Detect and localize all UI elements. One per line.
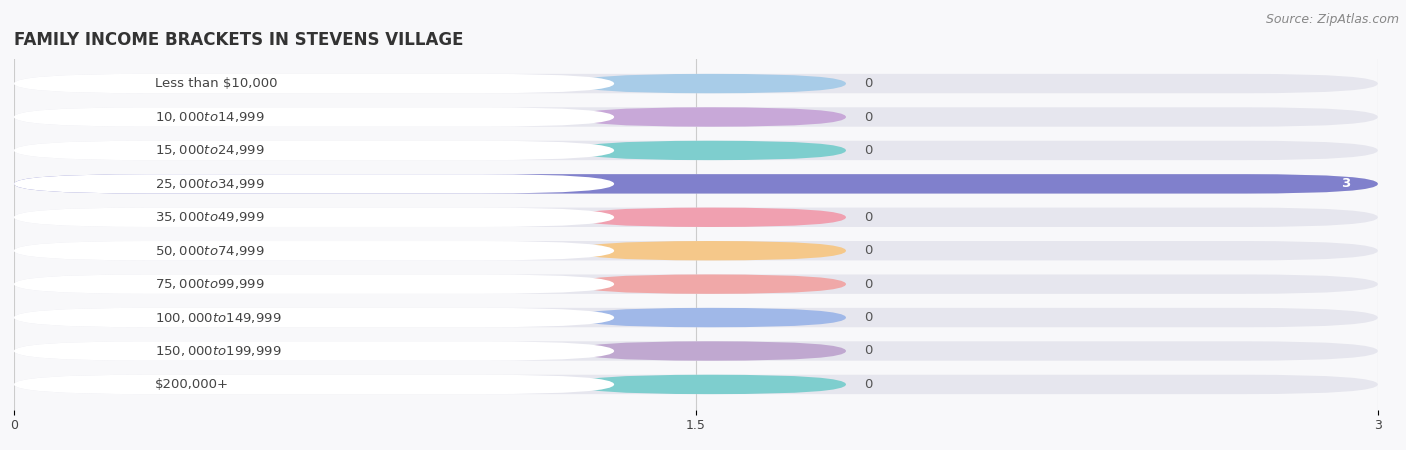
Text: 3: 3 <box>1341 177 1351 190</box>
FancyBboxPatch shape <box>14 375 1378 394</box>
Text: $75,000 to $99,999: $75,000 to $99,999 <box>155 277 264 291</box>
Text: 0: 0 <box>865 378 873 391</box>
FancyBboxPatch shape <box>14 341 1378 361</box>
FancyBboxPatch shape <box>575 74 846 93</box>
FancyBboxPatch shape <box>575 241 846 261</box>
FancyBboxPatch shape <box>14 341 614 361</box>
Text: 0: 0 <box>865 345 873 357</box>
FancyBboxPatch shape <box>14 141 1378 160</box>
Text: FAMILY INCOME BRACKETS IN STEVENS VILLAGE: FAMILY INCOME BRACKETS IN STEVENS VILLAG… <box>14 31 464 49</box>
Text: $200,000+: $200,000+ <box>155 378 229 391</box>
FancyBboxPatch shape <box>14 207 1378 227</box>
Text: 0: 0 <box>865 211 873 224</box>
Text: 0: 0 <box>865 144 873 157</box>
Text: $150,000 to $199,999: $150,000 to $199,999 <box>155 344 281 358</box>
FancyBboxPatch shape <box>14 141 614 160</box>
FancyBboxPatch shape <box>14 274 1378 294</box>
FancyBboxPatch shape <box>14 107 614 127</box>
FancyBboxPatch shape <box>575 107 846 127</box>
FancyBboxPatch shape <box>14 375 614 394</box>
FancyBboxPatch shape <box>14 308 1378 327</box>
Text: $15,000 to $24,999: $15,000 to $24,999 <box>155 144 264 158</box>
Text: $25,000 to $34,999: $25,000 to $34,999 <box>155 177 264 191</box>
FancyBboxPatch shape <box>575 375 846 394</box>
FancyBboxPatch shape <box>14 74 1378 93</box>
Text: Less than $10,000: Less than $10,000 <box>155 77 277 90</box>
FancyBboxPatch shape <box>14 274 614 294</box>
FancyBboxPatch shape <box>14 207 614 227</box>
FancyBboxPatch shape <box>575 308 846 327</box>
FancyBboxPatch shape <box>575 341 846 361</box>
Text: 0: 0 <box>865 244 873 257</box>
FancyBboxPatch shape <box>14 308 614 327</box>
FancyBboxPatch shape <box>14 241 1378 261</box>
Text: $100,000 to $149,999: $100,000 to $149,999 <box>155 310 281 324</box>
Text: 0: 0 <box>865 311 873 324</box>
Text: $50,000 to $74,999: $50,000 to $74,999 <box>155 244 264 258</box>
FancyBboxPatch shape <box>14 241 614 261</box>
Text: $35,000 to $49,999: $35,000 to $49,999 <box>155 210 264 224</box>
FancyBboxPatch shape <box>14 107 1378 127</box>
Text: $10,000 to $14,999: $10,000 to $14,999 <box>155 110 264 124</box>
FancyBboxPatch shape <box>14 74 614 93</box>
FancyBboxPatch shape <box>14 174 1378 194</box>
FancyBboxPatch shape <box>14 174 1378 194</box>
FancyBboxPatch shape <box>575 141 846 160</box>
Text: 0: 0 <box>865 278 873 291</box>
FancyBboxPatch shape <box>575 207 846 227</box>
Text: 0: 0 <box>865 77 873 90</box>
Text: Source: ZipAtlas.com: Source: ZipAtlas.com <box>1265 14 1399 27</box>
FancyBboxPatch shape <box>575 274 846 294</box>
FancyBboxPatch shape <box>14 174 614 194</box>
Text: 0: 0 <box>865 111 873 123</box>
